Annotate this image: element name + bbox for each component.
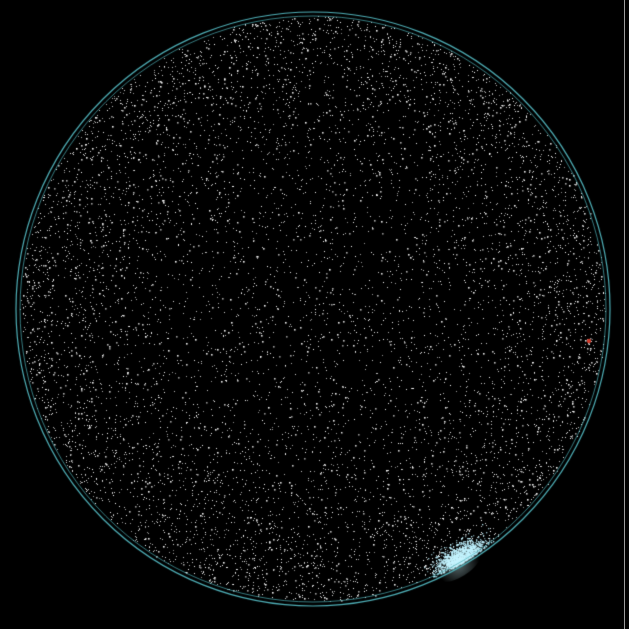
right-edge-divider (624, 0, 625, 629)
